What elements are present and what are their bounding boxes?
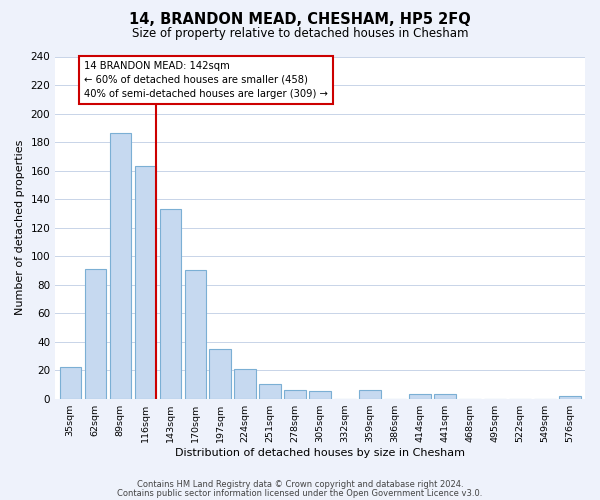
Bar [359,390,380,398]
Text: 14 BRANDON MEAD: 142sqm
← 60% of detached houses are smaller (458)
40% of semi-d: 14 BRANDON MEAD: 142sqm ← 60% of detache… [84,61,328,99]
Y-axis label: Number of detached properties: Number of detached properties [15,140,25,315]
Bar [259,384,281,398]
Bar [235,368,256,398]
Text: 14, BRANDON MEAD, CHESHAM, HP5 2FQ: 14, BRANDON MEAD, CHESHAM, HP5 2FQ [129,12,471,28]
Bar [434,394,455,398]
Bar [59,367,81,398]
Bar [160,209,181,398]
Bar [409,394,431,398]
Bar [134,166,156,398]
Bar [310,392,331,398]
Bar [110,134,131,398]
Bar [209,348,231,399]
X-axis label: Distribution of detached houses by size in Chesham: Distribution of detached houses by size … [175,448,465,458]
Text: Size of property relative to detached houses in Chesham: Size of property relative to detached ho… [132,28,468,40]
Bar [559,396,581,398]
Bar [284,390,306,398]
Text: Contains HM Land Registry data © Crown copyright and database right 2024.: Contains HM Land Registry data © Crown c… [137,480,463,489]
Text: Contains public sector information licensed under the Open Government Licence v3: Contains public sector information licen… [118,489,482,498]
Bar [185,270,206,398]
Bar [85,269,106,398]
